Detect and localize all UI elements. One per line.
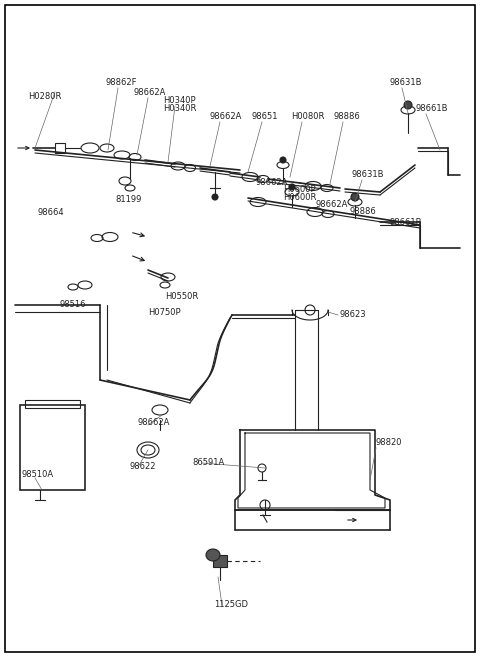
Text: 98631B: 98631B: [390, 78, 422, 87]
Text: 98510A: 98510A: [22, 470, 54, 479]
Circle shape: [289, 184, 295, 190]
Text: H0340P: H0340P: [163, 96, 196, 105]
Text: 81199: 81199: [115, 195, 142, 204]
Text: 98662A: 98662A: [315, 200, 348, 209]
Circle shape: [280, 157, 286, 163]
Text: 98622: 98622: [130, 462, 156, 471]
Text: 98820: 98820: [376, 438, 403, 447]
Text: 98664: 98664: [38, 208, 65, 217]
Bar: [213, 555, 227, 567]
Text: H0550R: H0550R: [165, 292, 198, 301]
Bar: [20, 405, 85, 490]
Text: 86591A: 86591A: [192, 458, 224, 467]
Text: H0600P: H0600P: [283, 185, 316, 194]
Text: H0750P: H0750P: [148, 308, 180, 317]
Text: H0080R: H0080R: [291, 112, 324, 121]
Circle shape: [351, 193, 359, 201]
Text: H0600R: H0600R: [283, 193, 316, 202]
Text: 98662A: 98662A: [255, 178, 288, 187]
Ellipse shape: [206, 549, 220, 561]
Text: 98516: 98516: [60, 300, 86, 309]
Text: 98623: 98623: [340, 310, 367, 319]
Text: 98651: 98651: [252, 112, 278, 121]
Bar: [25, 400, 80, 408]
Text: 98662A: 98662A: [133, 88, 166, 97]
Text: 98662A: 98662A: [210, 112, 242, 121]
Text: 98631B: 98631B: [352, 170, 384, 179]
Text: 98662A: 98662A: [138, 418, 170, 427]
Text: 98661B: 98661B: [390, 218, 422, 227]
Text: 98862F: 98862F: [105, 78, 136, 87]
Text: 98886: 98886: [333, 112, 360, 121]
Text: H0280R: H0280R: [28, 92, 61, 101]
Text: 98886: 98886: [350, 207, 377, 216]
Text: 1125GD: 1125GD: [214, 600, 248, 609]
Bar: [55, 143, 65, 153]
Text: H0340R: H0340R: [163, 104, 196, 113]
Circle shape: [404, 101, 412, 109]
Circle shape: [212, 194, 218, 200]
Text: 98661B: 98661B: [415, 104, 447, 113]
